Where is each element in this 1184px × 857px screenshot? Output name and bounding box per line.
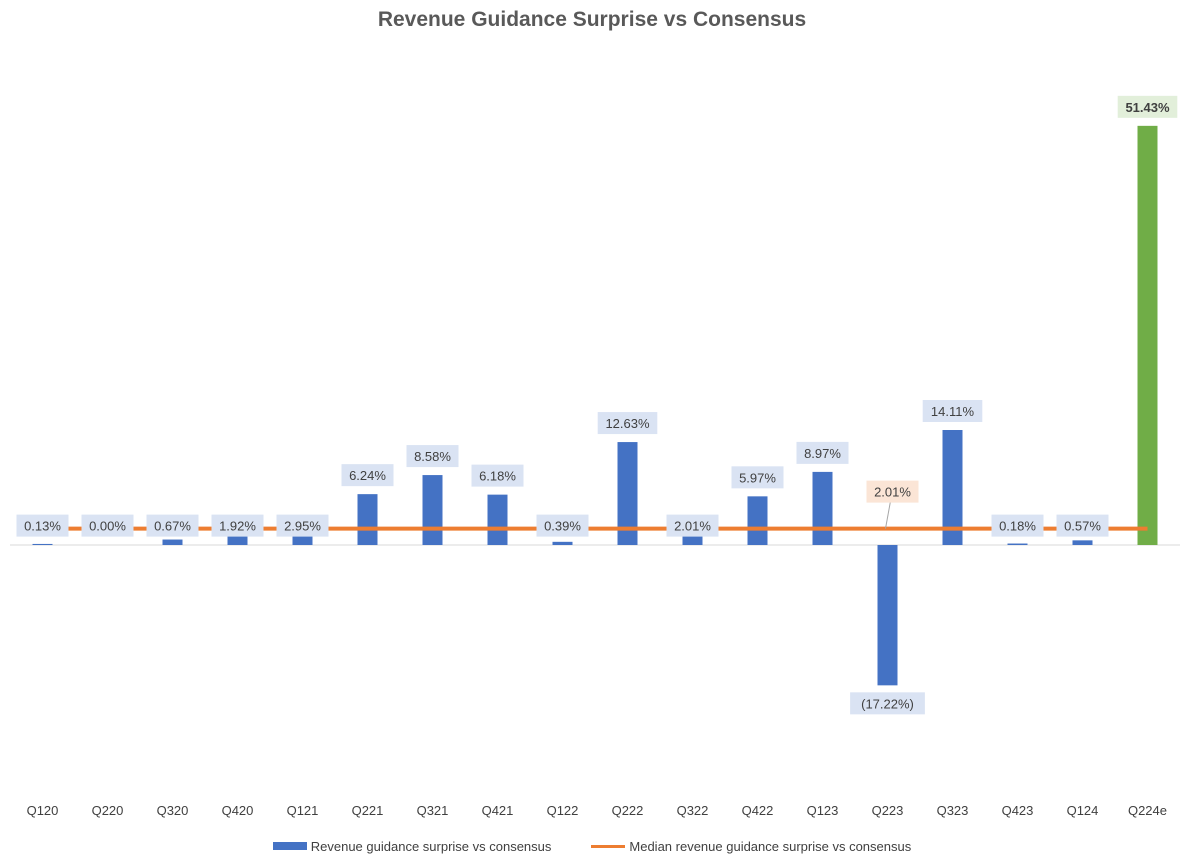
data-label-Q222-text: 12.63%	[605, 416, 650, 431]
bar-Q323[interactable]	[942, 430, 963, 545]
data-label-Q323: 14.11%	[922, 400, 983, 423]
data-label-Q122: 0.39%	[536, 514, 589, 537]
data-label-Q221: 6.24%	[341, 464, 394, 487]
x-tick-label-Q422: Q422	[742, 803, 774, 818]
data-label-Q323-text: 14.11%	[931, 404, 975, 419]
chart-title: Revenue Guidance Surprise vs Consensus	[377, 8, 807, 31]
median-data-label-text: 2.01%	[874, 485, 911, 500]
data-label-Q120: 0.13%	[16, 514, 69, 537]
data-label-Q121-box	[276, 514, 329, 537]
data-label-Q224e-box	[1117, 95, 1178, 118]
bar-Q321[interactable]	[422, 475, 443, 545]
data-label-Q423: 0.18%	[991, 514, 1044, 537]
data-label-Q320-text: 0.67%	[154, 519, 191, 534]
bar-Q124[interactable]	[1072, 540, 1093, 545]
data-label-Q420: 1.92%	[211, 514, 264, 537]
data-label-Q321-text: 8.58%	[414, 449, 451, 464]
x-tick-label-Q224e: Q224e	[1128, 803, 1167, 818]
x-tick-label-Q220: Q220	[92, 803, 124, 818]
data-label-Q220-box	[81, 514, 134, 537]
data-label-Q123-text: 8.97%	[804, 446, 841, 461]
bar-Q222[interactable]	[617, 442, 638, 545]
data-label-Q321-box	[406, 445, 459, 468]
data-label-Q422-box	[731, 466, 784, 489]
data-label-Q121: 2.95%	[276, 514, 329, 537]
x-tick-label-Q320: Q320	[157, 803, 189, 818]
bar-Q221[interactable]	[357, 494, 378, 545]
data-label-Q223: (17.22%)	[850, 692, 925, 715]
x-tick-label-Q221: Q221	[352, 803, 384, 818]
data-label-Q322-text: 2.01%	[674, 519, 711, 534]
legend-label-bars: Revenue guidance surprise vs consensus	[310, 838, 552, 854]
x-tick-label-Q321: Q321	[417, 803, 449, 818]
data-label-Q220-text: 0.00%	[89, 519, 126, 534]
bar-Q120[interactable]	[32, 543, 53, 545]
legend-swatch-bars	[272, 842, 307, 850]
legend-item-bars[interactable]: Revenue guidance surprise vs consensus	[272, 838, 552, 854]
data-label-Q222-box	[597, 412, 658, 435]
data-label-Q124-text: 0.57%	[1064, 519, 1101, 534]
data-label-Q122-text: 0.39%	[544, 519, 581, 534]
data-label-Q321: 8.58%	[406, 445, 459, 468]
x-tick-label-Q423: Q423	[1002, 803, 1034, 818]
bar-Q224e[interactable]	[1137, 125, 1158, 546]
data-label-Q421-text: 6.18%	[479, 469, 516, 484]
bar-Q223[interactable]	[877, 545, 898, 686]
bar-Q123[interactable]	[812, 471, 833, 545]
data-label-Q221-text: 6.24%	[349, 468, 386, 483]
x-tick-label-Q421: Q421	[482, 803, 514, 818]
x-tick-label-Q223: Q223	[872, 803, 904, 818]
data-label-Q421: 6.18%	[471, 464, 524, 487]
data-label-Q220: 0.00%	[81, 514, 134, 537]
data-label-Q124-box	[1056, 514, 1109, 537]
bar-Q421[interactable]	[487, 494, 508, 545]
x-tick-label-Q123: Q123	[807, 803, 839, 818]
data-label-Q223-box	[850, 692, 925, 715]
x-tick-label-Q122: Q122	[547, 803, 579, 818]
data-label-Q221-box	[341, 464, 394, 487]
x-tick-label-Q124: Q124	[1067, 803, 1099, 818]
bar-Q320[interactable]	[162, 539, 183, 545]
x-tick-label-Q420: Q420	[222, 803, 254, 818]
data-label-Q420-text: 1.92%	[219, 519, 256, 534]
legend: Revenue guidance surprise vs consensus M…	[0, 836, 1184, 856]
x-tick-label-Q121: Q121	[287, 803, 319, 818]
data-label-Q423-box	[991, 514, 1044, 537]
data-label-Q422-text: 5.97%	[739, 470, 776, 485]
x-tick-label-Q222: Q222	[612, 803, 644, 818]
data-label-Q124: 0.57%	[1056, 514, 1109, 537]
data-label-Q223-text: (17.22%)	[861, 696, 914, 711]
data-label-Q224e-text: 51.43%	[1125, 100, 1170, 115]
data-label-Q421-box	[471, 464, 524, 487]
data-label-Q120-box	[16, 514, 69, 537]
bar-Q423[interactable]	[1007, 543, 1028, 545]
data-label-Q123-box	[796, 441, 849, 464]
x-tick-label-Q120: Q120	[27, 803, 59, 818]
data-label-Q222: 12.63%	[597, 412, 658, 435]
data-label-Q123: 8.97%	[796, 441, 849, 464]
data-label-Q322-box	[666, 514, 719, 537]
x-tick-label-Q322: Q322	[677, 803, 709, 818]
data-label-Q323-box	[922, 400, 983, 423]
data-label-Q320-box	[146, 514, 199, 537]
data-label-Q122-box	[536, 514, 589, 537]
data-label-Q121-text: 2.95%	[284, 519, 321, 534]
data-label-Q224e: 51.43%	[1117, 95, 1178, 118]
bar-Q422[interactable]	[747, 496, 768, 545]
legend-item-median[interactable]: Median revenue guidance surprise vs cons…	[591, 839, 911, 854]
bar-Q122[interactable]	[552, 541, 573, 545]
x-tick-label-Q323: Q323	[937, 803, 969, 818]
legend-label-median: Median revenue guidance surprise vs cons…	[629, 838, 912, 854]
data-label-Q120-text: 0.13%	[24, 519, 61, 534]
data-label-Q320: 0.67%	[146, 514, 199, 537]
data-label-Q422: 5.97%	[731, 466, 784, 489]
legend-swatch-median	[591, 844, 626, 848]
data-label-Q423-text: 0.18%	[999, 519, 1036, 534]
median-data-label: 2.01%	[866, 480, 919, 503]
data-label-Q322: 2.01%	[666, 514, 719, 537]
median-data-label-box	[866, 480, 919, 503]
data-label-Q420-box	[211, 514, 264, 537]
